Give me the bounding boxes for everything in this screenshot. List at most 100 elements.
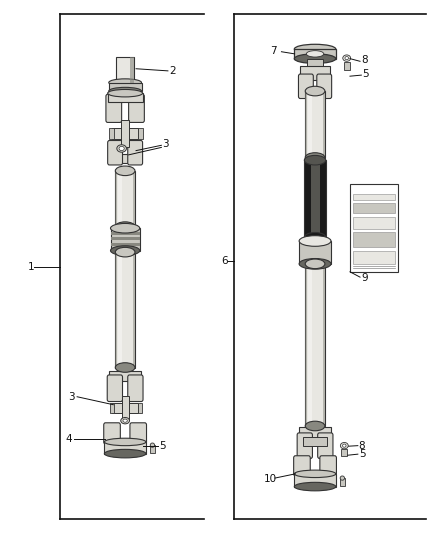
Text: 5: 5 — [159, 441, 166, 451]
Text: 5: 5 — [362, 69, 369, 79]
Bar — [118, 171, 122, 227]
Ellipse shape — [115, 247, 135, 257]
Bar — [307, 59, 323, 67]
FancyBboxPatch shape — [128, 141, 143, 165]
Ellipse shape — [343, 55, 351, 61]
Ellipse shape — [305, 153, 325, 163]
Ellipse shape — [294, 470, 336, 478]
Ellipse shape — [110, 223, 140, 233]
FancyBboxPatch shape — [297, 433, 312, 458]
Ellipse shape — [304, 232, 326, 242]
Bar — [353, 232, 395, 247]
FancyBboxPatch shape — [320, 456, 336, 476]
Bar — [110, 128, 114, 139]
Bar — [304, 160, 326, 237]
Bar — [118, 252, 122, 368]
Bar — [323, 264, 325, 426]
Text: 9: 9 — [361, 273, 367, 283]
Bar — [115, 171, 135, 227]
Bar — [115, 171, 117, 227]
Ellipse shape — [109, 79, 141, 86]
Bar — [340, 478, 345, 486]
Ellipse shape — [340, 442, 348, 449]
Ellipse shape — [299, 259, 331, 269]
Bar — [353, 203, 395, 213]
Bar — [115, 252, 117, 368]
FancyBboxPatch shape — [317, 74, 332, 99]
Text: 7: 7 — [271, 46, 277, 56]
FancyBboxPatch shape — [107, 375, 123, 401]
Ellipse shape — [108, 90, 143, 97]
Text: 3: 3 — [162, 139, 169, 149]
Bar — [110, 155, 141, 163]
Bar — [294, 474, 336, 487]
FancyBboxPatch shape — [298, 74, 313, 99]
Bar — [344, 62, 350, 70]
Bar — [134, 171, 135, 227]
Ellipse shape — [305, 421, 325, 431]
Ellipse shape — [115, 363, 135, 372]
Text: 10: 10 — [264, 474, 277, 484]
Ellipse shape — [123, 419, 127, 422]
Ellipse shape — [304, 156, 326, 165]
Bar — [305, 91, 325, 158]
FancyBboxPatch shape — [108, 141, 123, 165]
Bar — [109, 83, 141, 91]
Bar — [110, 403, 114, 413]
Ellipse shape — [150, 443, 155, 447]
Text: 8: 8 — [361, 55, 367, 65]
FancyBboxPatch shape — [128, 375, 143, 401]
Text: 4: 4 — [65, 434, 72, 445]
Ellipse shape — [340, 476, 345, 480]
Bar — [138, 403, 142, 413]
Ellipse shape — [294, 482, 336, 491]
Bar — [110, 232, 140, 235]
FancyBboxPatch shape — [130, 423, 147, 444]
Bar — [110, 228, 140, 251]
Bar — [138, 128, 143, 139]
Bar — [294, 49, 336, 59]
FancyBboxPatch shape — [318, 433, 333, 458]
Text: 8: 8 — [359, 441, 365, 451]
Bar — [350, 184, 398, 272]
Bar — [112, 128, 138, 140]
Ellipse shape — [121, 417, 130, 424]
FancyBboxPatch shape — [129, 94, 145, 123]
Bar — [108, 93, 143, 102]
Bar — [341, 449, 347, 456]
Bar — [110, 237, 140, 240]
Bar — [299, 241, 331, 264]
Ellipse shape — [305, 259, 325, 269]
Ellipse shape — [110, 246, 140, 255]
Bar — [121, 120, 129, 147]
FancyBboxPatch shape — [293, 456, 310, 476]
FancyBboxPatch shape — [104, 423, 120, 444]
Ellipse shape — [104, 438, 146, 446]
Bar — [300, 66, 330, 80]
Bar — [353, 216, 395, 229]
Ellipse shape — [109, 87, 141, 95]
Bar — [110, 243, 140, 246]
Bar — [113, 402, 138, 413]
Bar — [353, 193, 395, 200]
Bar — [353, 251, 395, 264]
Ellipse shape — [115, 166, 135, 175]
Text: 2: 2 — [169, 66, 175, 76]
Text: 5: 5 — [359, 449, 365, 458]
Bar — [305, 91, 307, 158]
Ellipse shape — [299, 236, 331, 246]
Bar — [131, 56, 134, 83]
Bar — [122, 396, 129, 419]
Bar — [150, 445, 155, 453]
Bar — [109, 371, 141, 381]
Ellipse shape — [104, 449, 146, 458]
Text: 3: 3 — [68, 392, 75, 402]
Ellipse shape — [117, 145, 127, 152]
Text: 6: 6 — [221, 256, 228, 266]
Bar — [104, 442, 146, 454]
Bar — [117, 56, 134, 83]
Bar — [299, 426, 331, 438]
Ellipse shape — [115, 222, 135, 231]
Bar — [134, 252, 135, 368]
Bar — [323, 91, 325, 158]
